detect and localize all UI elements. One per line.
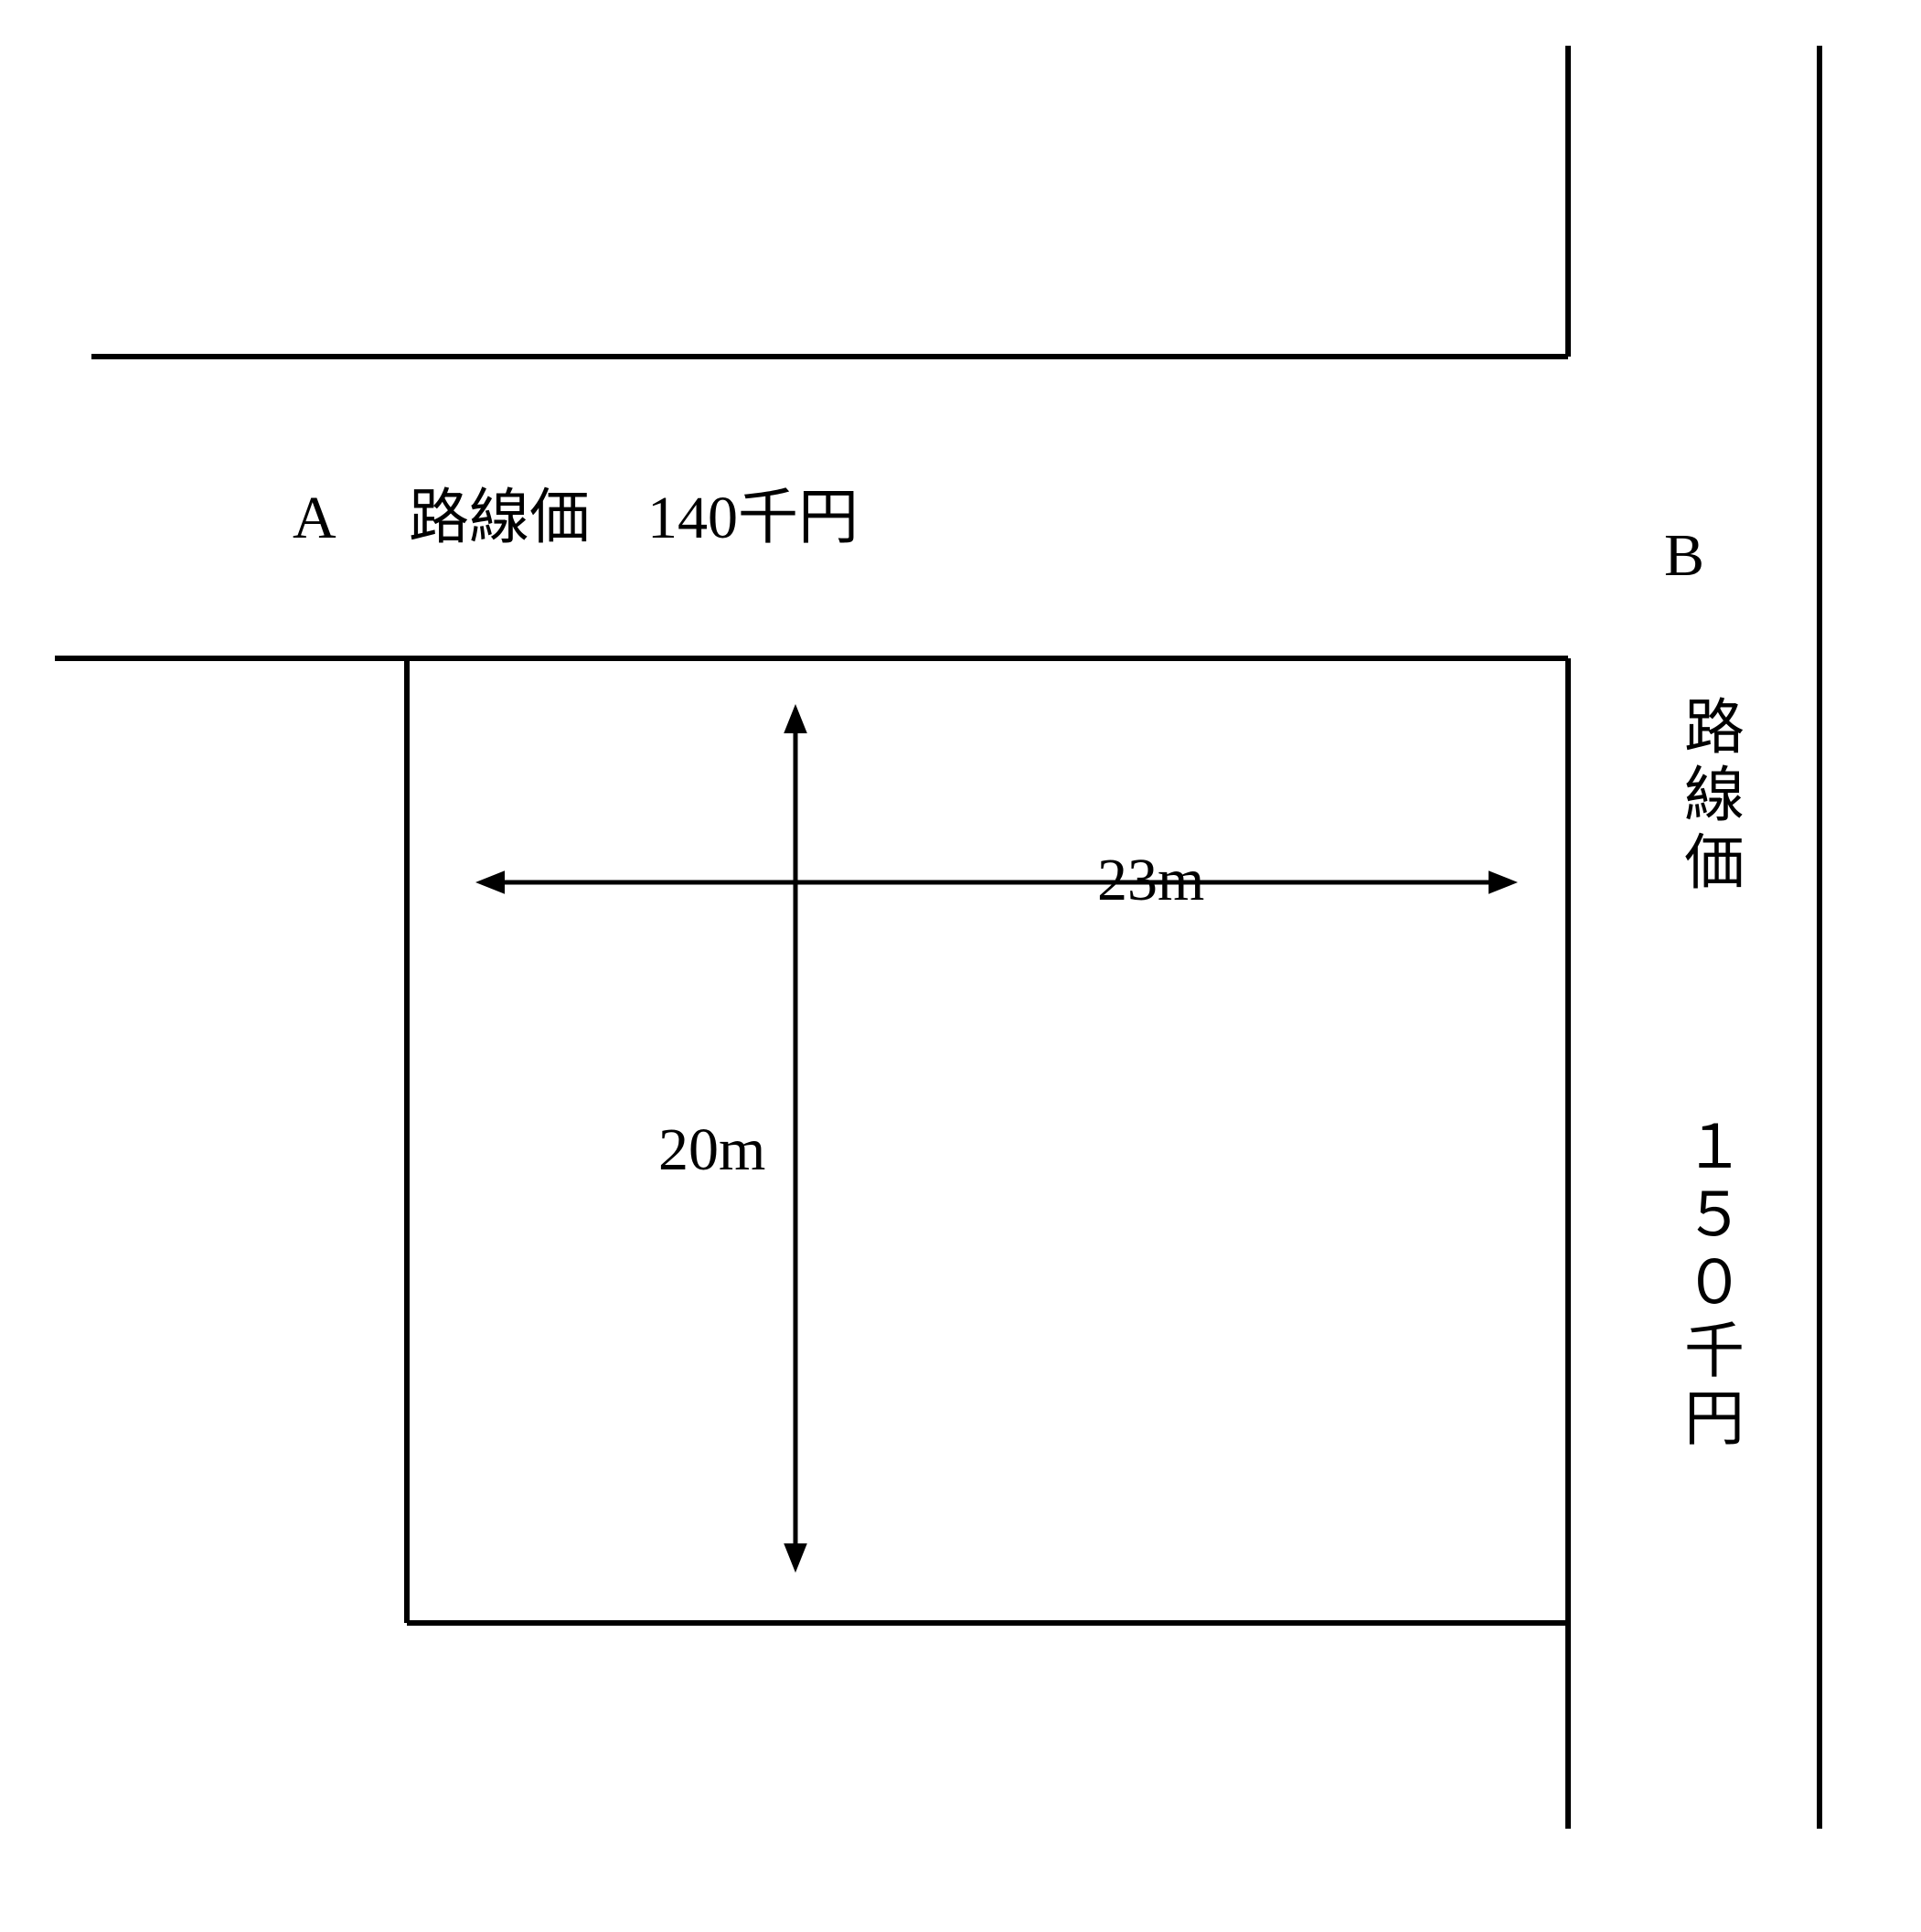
road-a-letter: A [293,485,333,551]
road-a-value: 140千円 [647,485,859,551]
road-b-letter: B [1664,521,1704,591]
road-a-label: A 路線価 140千円 [293,468,859,556]
horizontal-dim-label: 23m [1097,846,1204,915]
vertical-dim-label: 20m [658,1115,765,1185]
road-b-value: １５０千円 [1664,1115,1752,1454]
vertical-dimension [784,704,807,1573]
road-b-text: 路線価 [1664,695,1752,898]
road-a-text: 路線価 [409,485,590,551]
plot-diagram [0,0,1921,1932]
horizontal-dimension [475,870,1518,894]
